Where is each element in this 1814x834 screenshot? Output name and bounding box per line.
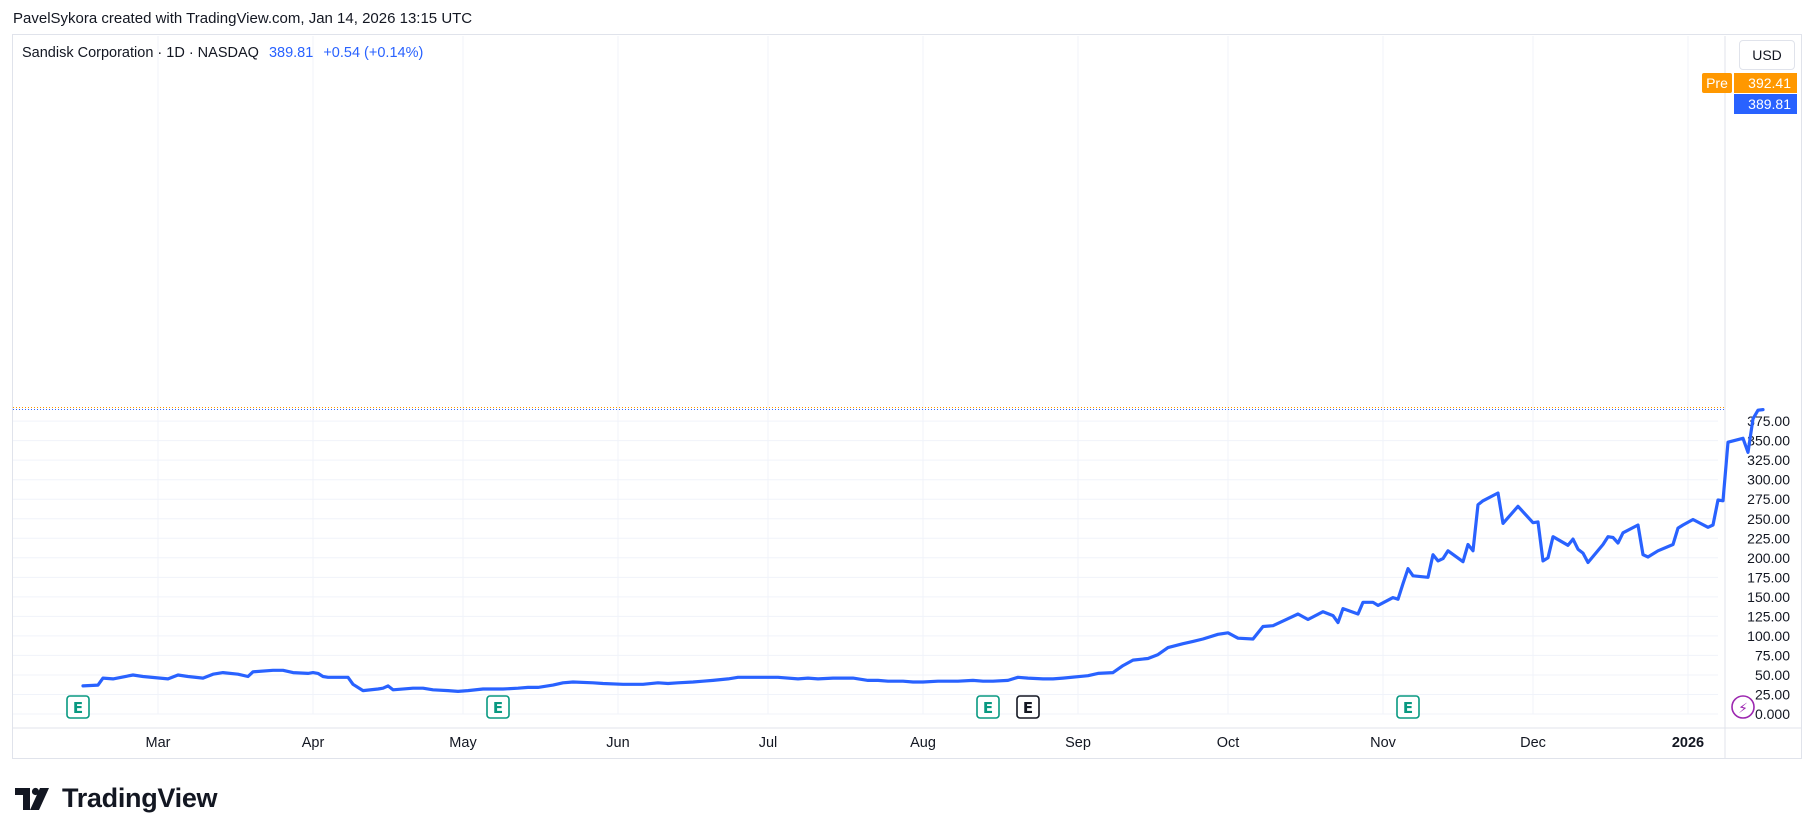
- x-tick-label: 2026: [1672, 735, 1704, 751]
- y-tick-label: 50.00: [1755, 667, 1790, 683]
- x-tick-label: May: [449, 735, 477, 751]
- y-tick-label: 225.00: [1747, 530, 1790, 546]
- y-tick-label: 175.00: [1747, 569, 1790, 585]
- earnings-marker[interactable]: [1396, 695, 1420, 719]
- x-tick-label: Jul: [759, 735, 778, 751]
- y-tick-label: 100.00: [1747, 628, 1790, 644]
- earnings-marker-label: E: [73, 699, 83, 717]
- x-tick-label: Sep: [1065, 735, 1091, 751]
- lightning-icon: ⚡: [1738, 701, 1748, 717]
- last-price-badge: [1734, 94, 1797, 114]
- y-tick-label: 250.00: [1747, 511, 1790, 527]
- earnings-marker[interactable]: [486, 695, 510, 719]
- x-tick-label: Nov: [1370, 735, 1397, 751]
- x-tick-label: Jun: [606, 735, 629, 751]
- y-tick-label: 375.00: [1747, 413, 1790, 429]
- x-tick-label: Apr: [302, 735, 325, 751]
- y-tick-label: 150.00: [1747, 589, 1790, 605]
- x-tick-label: Mar: [146, 735, 171, 751]
- x-tick-label: Aug: [910, 735, 936, 751]
- x-tick-label: Oct: [1217, 735, 1240, 751]
- y-tick-label: 200.00: [1747, 550, 1790, 566]
- y-tick-label: 0.000: [1755, 706, 1790, 722]
- x-tick-label: Dec: [1520, 735, 1546, 751]
- brand-logo: TradingView: [14, 783, 218, 814]
- y-tick-label: 350.00: [1747, 433, 1790, 449]
- legend-change: +0.54 (+0.14%): [323, 45, 424, 61]
- pre-badge: [1702, 73, 1732, 93]
- currency-button[interactable]: USD: [1739, 40, 1795, 70]
- y-tick-label: 25.00: [1755, 686, 1790, 702]
- legend-price: 389.81: [268, 45, 314, 61]
- y-tick-label: 325.00: [1747, 452, 1790, 468]
- earnings-marker[interactable]: [66, 695, 90, 719]
- pre-badge-label: Pre: [1706, 75, 1728, 91]
- earnings-marker[interactable]: [976, 695, 1000, 719]
- chart-attribution: PavelSykora created with TradingView.com…: [13, 10, 473, 27]
- earnings-marker-label: E: [983, 699, 993, 717]
- symbol-title: Sandisk Corporation · 1D · NASDAQ: [22, 45, 259, 61]
- pre-price-badge: [1734, 73, 1797, 93]
- price-line-series[interactable]: [81, 408, 1765, 694]
- split-marker[interactable]: [1731, 695, 1755, 719]
- y-tick-label: 275.00: [1747, 491, 1790, 507]
- y-tick-label: 125.00: [1747, 608, 1790, 624]
- earnings-marker-label: E: [1023, 699, 1033, 717]
- symbol-legend: Sandisk Corporation · 1D · NASDAQ 389.81…: [22, 45, 423, 61]
- y-tick-label: 300.00: [1747, 472, 1790, 488]
- earnings-marker[interactable]: [1016, 695, 1040, 719]
- earnings-marker-label: E: [1403, 699, 1413, 717]
- pre-price-label: 392.41: [1748, 75, 1791, 91]
- chart-frame: [12, 34, 1802, 759]
- last-price-label: 389.81: [1748, 96, 1791, 112]
- tradingview-logo-icon: [15, 787, 49, 810]
- brand-name: TradingView: [62, 783, 218, 813]
- y-tick-label: 75.00: [1755, 647, 1790, 663]
- earnings-marker-label: E: [493, 699, 503, 717]
